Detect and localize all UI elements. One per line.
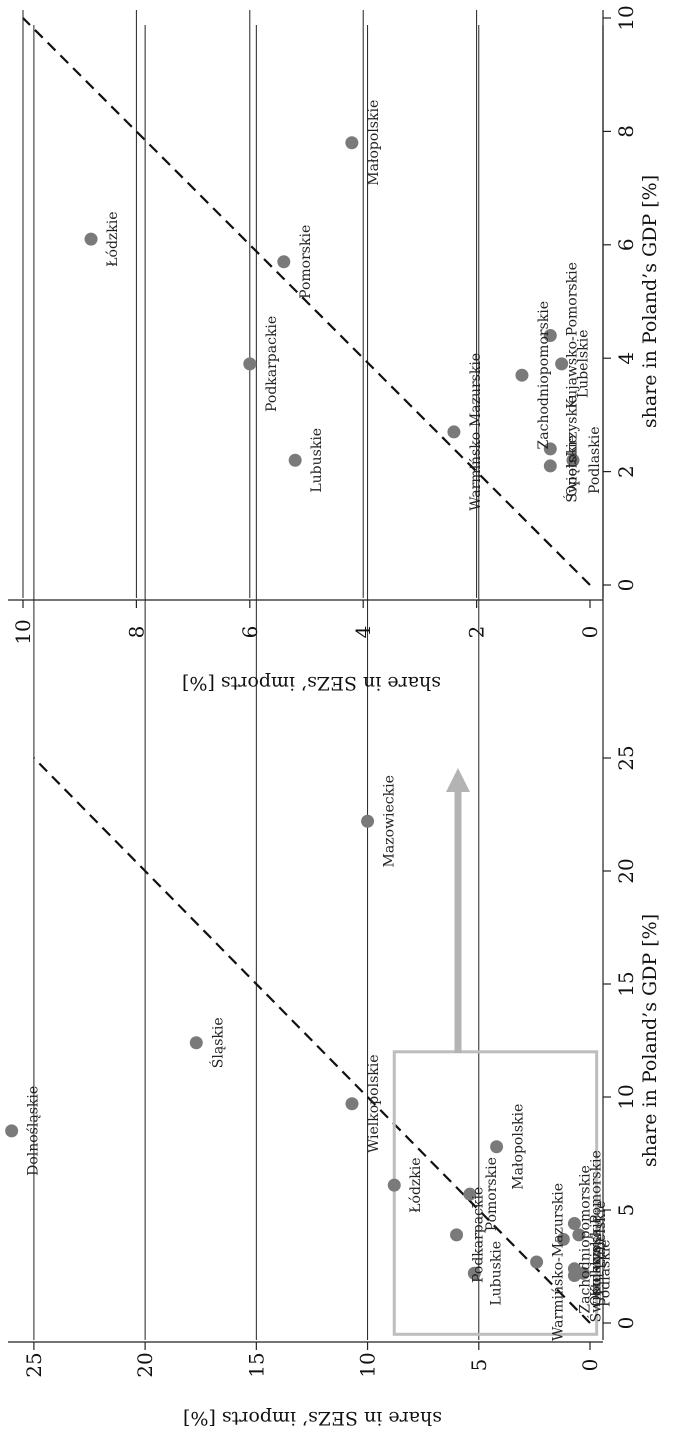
y-tick-label: 0: [578, 626, 602, 639]
x-tick-label: 10: [614, 5, 638, 30]
data-point: [288, 453, 302, 467]
point-label: Podkarpackie: [264, 316, 280, 412]
point-label: Kujawsko-Pomorskie: [564, 262, 580, 409]
x-tick-label: 0: [614, 1317, 638, 1330]
x-tick-label: 5: [614, 1204, 638, 1217]
point-label: Opolskie: [588, 1245, 604, 1307]
point-label: Pomorskie: [298, 225, 314, 299]
point-label: Dolnośląskie: [26, 1086, 42, 1176]
data-point: [566, 453, 580, 467]
y-tick-label: 10: [356, 1352, 380, 1377]
y-tick-label: 0: [578, 1359, 602, 1372]
reference-line: [33, 757, 591, 1324]
point-label: Łódzkie: [105, 211, 121, 266]
data-point: [5, 1124, 19, 1138]
panel-2: [8, 10, 611, 608]
data-point: [189, 1036, 203, 1050]
x-axis-label: share in Poland’s GDP [%]: [639, 914, 661, 1167]
data-point: [490, 1140, 504, 1154]
data-point: [84, 232, 98, 246]
y-tick-label: 2: [465, 626, 489, 639]
point-label: Zachodniopomorskie: [577, 1165, 593, 1313]
point-label: Podlaskie: [597, 1240, 613, 1308]
point-label: Kujawsko-Pomorskie: [588, 1150, 604, 1297]
data-point: [277, 255, 291, 269]
point-label: Lubuskie: [309, 428, 325, 493]
data-point: [387, 1178, 401, 1192]
point-label: Małopolskie: [511, 1104, 527, 1190]
point-label: Opolskie: [564, 435, 580, 497]
y-tick-label: 15: [244, 1352, 268, 1377]
data-point: [543, 459, 557, 473]
reference-line: [22, 17, 591, 586]
data-point: [243, 357, 257, 371]
y-tick-label: 20: [133, 1352, 157, 1377]
point-label: Świętokrzyskie: [562, 395, 580, 502]
x-tick-label: 6: [614, 238, 638, 251]
data-point: [567, 1217, 581, 1231]
data-point: [345, 1097, 359, 1111]
data-point: [543, 442, 557, 456]
y-axis-label: share in SEZs’ imports [%]: [183, 1407, 442, 1429]
point-label: Warmińsko-Mazurskie: [468, 353, 484, 511]
point-label: Lubelskie: [593, 1201, 609, 1269]
point-label: Śląskie: [208, 1017, 226, 1068]
point-label: Lubuskie: [488, 1241, 504, 1306]
data-point: [556, 1232, 570, 1246]
point-label: Wielkopolskie: [366, 1054, 382, 1153]
point-label: Lubelskie: [576, 330, 592, 398]
data-point: [576, 1266, 590, 1280]
data-point: [515, 368, 529, 382]
y-tick-label: 8: [124, 626, 148, 639]
x-tick-label: 4: [614, 352, 638, 365]
data-point: [572, 1228, 586, 1242]
x-tick-label: 10: [614, 1084, 638, 1109]
x-tick-label: 8: [614, 125, 638, 138]
y-tick-label: 4: [351, 626, 375, 639]
x-tick-label: 0: [614, 579, 638, 592]
data-point: [555, 357, 569, 371]
point-label: Świętokrzyskie: [586, 1215, 604, 1322]
y-tick-label: 25: [22, 1352, 46, 1377]
y-tick-label: 6: [238, 626, 262, 639]
data-point: [530, 1255, 544, 1269]
point-label: Łódzkie: [408, 1157, 424, 1212]
point-label: Małopolskie: [366, 100, 382, 186]
x-tick-label: 25: [614, 745, 638, 770]
zoom-arrow-head: [446, 768, 470, 792]
y-axis-label: share in SEZs’ imports [%]: [182, 672, 441, 694]
point-label: Pomorskie: [484, 1157, 500, 1231]
y-tick-label: 10: [11, 619, 35, 644]
x-tick-label: 20: [614, 858, 638, 883]
y-tick-label: 5: [467, 1359, 491, 1372]
data-point: [450, 1228, 464, 1242]
x-tick-label: 15: [614, 971, 638, 996]
point-label: Mazowieckie: [382, 775, 398, 867]
data-point: [463, 1187, 477, 1201]
point-label: Podlaskie: [587, 427, 603, 495]
zoom-box: [392, 1050, 599, 1336]
data-point: [467, 1266, 481, 1280]
point-label: Warmińsko-Mazurskie: [551, 1183, 567, 1341]
x-tick-label: 2: [614, 465, 638, 478]
point-label: Podkarpackie: [471, 1187, 487, 1283]
data-point: [543, 329, 557, 343]
data-point: [345, 136, 359, 150]
x-axis-label: share in Poland’s GDP [%]: [639, 175, 661, 428]
data-point: [447, 425, 461, 439]
data-point: [361, 814, 375, 828]
point-label: Zachodniopomorskie: [536, 301, 552, 449]
